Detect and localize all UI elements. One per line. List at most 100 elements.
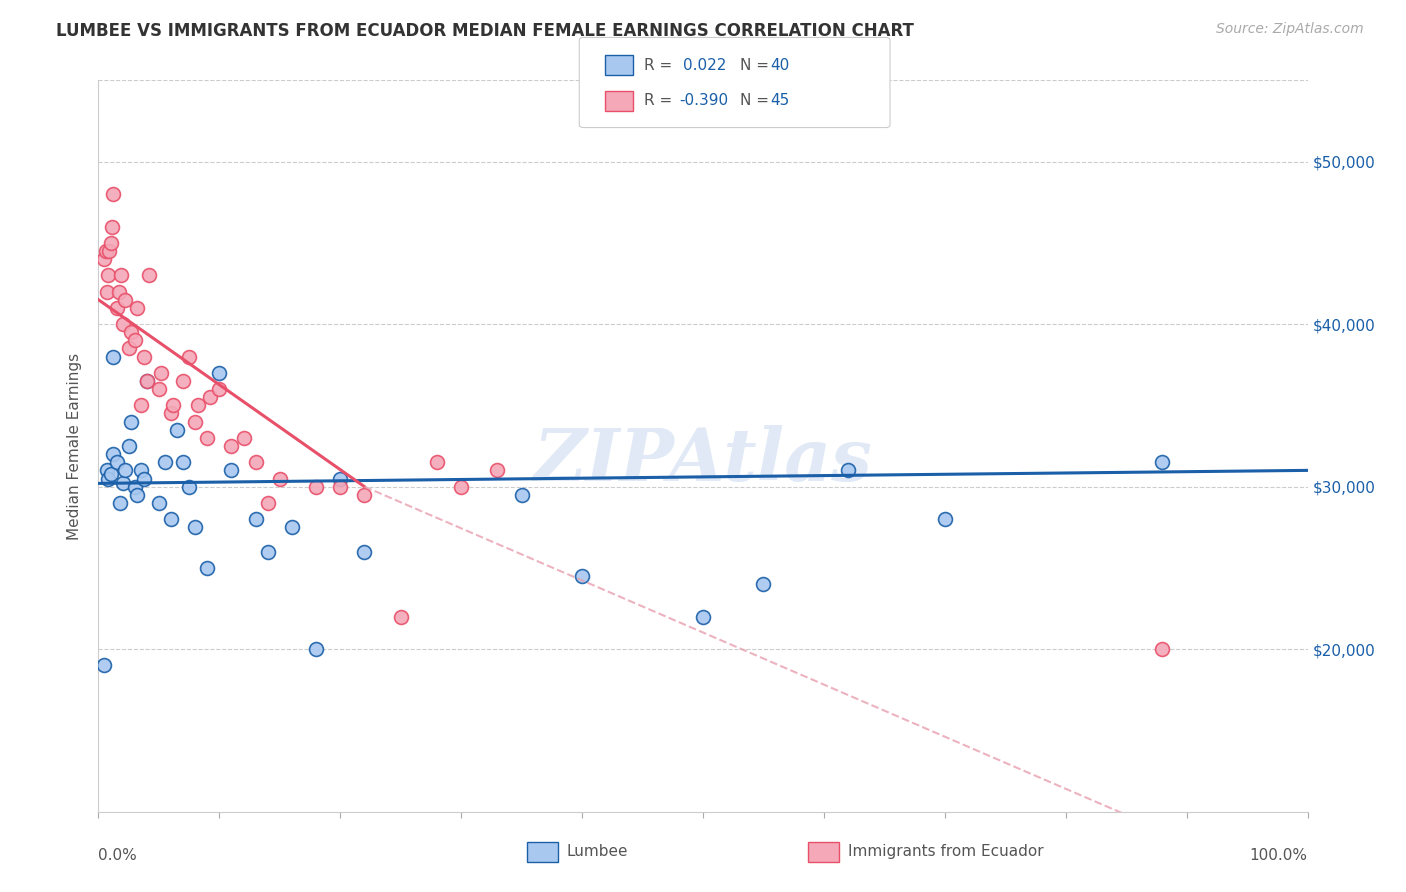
Text: N =: N = <box>740 58 773 72</box>
Text: R =: R = <box>644 58 682 72</box>
Point <box>148 382 170 396</box>
Point <box>134 350 156 364</box>
Point <box>108 285 131 299</box>
Point <box>195 431 218 445</box>
Point <box>127 301 149 315</box>
Point <box>184 520 207 534</box>
Point <box>110 268 132 283</box>
Point <box>111 476 134 491</box>
Point <box>134 471 156 485</box>
Point <box>486 463 509 477</box>
Point <box>571 569 593 583</box>
Point <box>98 244 121 258</box>
Point <box>129 398 152 412</box>
Point <box>127 488 149 502</box>
Point <box>97 268 120 283</box>
Point <box>198 390 221 404</box>
Point <box>97 471 120 485</box>
Point <box>93 252 115 266</box>
Point <box>692 609 714 624</box>
Point <box>389 609 412 624</box>
Point <box>269 471 291 485</box>
Point <box>245 455 267 469</box>
Point <box>329 480 352 494</box>
Point <box>96 285 118 299</box>
Point <box>353 544 375 558</box>
Point <box>450 480 472 494</box>
Point <box>101 447 124 461</box>
Point <box>93 658 115 673</box>
Point <box>934 512 956 526</box>
Point <box>1152 642 1174 657</box>
Point <box>100 467 122 481</box>
Point <box>160 407 183 421</box>
Point <box>105 301 128 315</box>
Point <box>160 512 183 526</box>
Text: 0.0%: 0.0% <box>98 848 138 863</box>
Point <box>120 325 142 339</box>
Point <box>353 488 375 502</box>
Point <box>172 374 194 388</box>
Point <box>232 431 254 445</box>
Point <box>114 293 136 307</box>
Point <box>101 187 124 202</box>
Point <box>111 317 134 331</box>
Point <box>208 382 231 396</box>
Point <box>100 219 122 234</box>
Point <box>120 415 142 429</box>
Point <box>148 496 170 510</box>
Point <box>329 471 352 485</box>
Text: LUMBEE VS IMMIGRANTS FROM ECUADOR MEDIAN FEMALE EARNINGS CORRELATION CHART: LUMBEE VS IMMIGRANTS FROM ECUADOR MEDIAN… <box>56 22 914 40</box>
Point <box>118 342 141 356</box>
Point <box>166 423 188 437</box>
Point <box>100 235 122 250</box>
Point <box>1152 455 1174 469</box>
Point <box>108 496 131 510</box>
Point <box>96 463 118 477</box>
Point <box>138 268 160 283</box>
Point <box>124 334 146 348</box>
Point <box>118 439 141 453</box>
Point <box>256 496 278 510</box>
Point <box>162 398 184 412</box>
Point <box>153 455 176 469</box>
Point <box>305 480 328 494</box>
Point <box>105 455 128 469</box>
Point <box>256 544 278 558</box>
Point <box>752 577 775 591</box>
Point <box>305 642 328 657</box>
Text: ZIPAtlas: ZIPAtlas <box>534 425 872 496</box>
Point <box>129 463 152 477</box>
Point <box>187 398 209 412</box>
Point <box>135 374 157 388</box>
Point <box>426 455 449 469</box>
Point <box>510 488 533 502</box>
Text: 40: 40 <box>770 58 790 72</box>
Text: -0.390: -0.390 <box>679 94 728 108</box>
Point <box>179 350 201 364</box>
Text: Immigrants from Ecuador: Immigrants from Ecuador <box>848 845 1043 859</box>
Text: 0.022: 0.022 <box>683 58 727 72</box>
Point <box>184 415 207 429</box>
Point <box>114 463 136 477</box>
Point <box>281 520 304 534</box>
Point <box>195 561 218 575</box>
Point <box>135 374 157 388</box>
Y-axis label: Median Female Earnings: Median Female Earnings <box>67 352 83 540</box>
Point <box>179 480 201 494</box>
Text: R =: R = <box>644 94 678 108</box>
Point <box>221 463 243 477</box>
Text: 100.0%: 100.0% <box>1250 848 1308 863</box>
Text: Lumbee: Lumbee <box>567 845 628 859</box>
Point <box>124 480 146 494</box>
Text: 45: 45 <box>770 94 790 108</box>
Point <box>208 366 231 380</box>
Point <box>172 455 194 469</box>
Point <box>837 463 859 477</box>
Text: Source: ZipAtlas.com: Source: ZipAtlas.com <box>1216 22 1364 37</box>
Point <box>245 512 267 526</box>
Point <box>150 366 173 380</box>
Point <box>101 350 124 364</box>
Point <box>221 439 243 453</box>
Text: N =: N = <box>740 94 773 108</box>
